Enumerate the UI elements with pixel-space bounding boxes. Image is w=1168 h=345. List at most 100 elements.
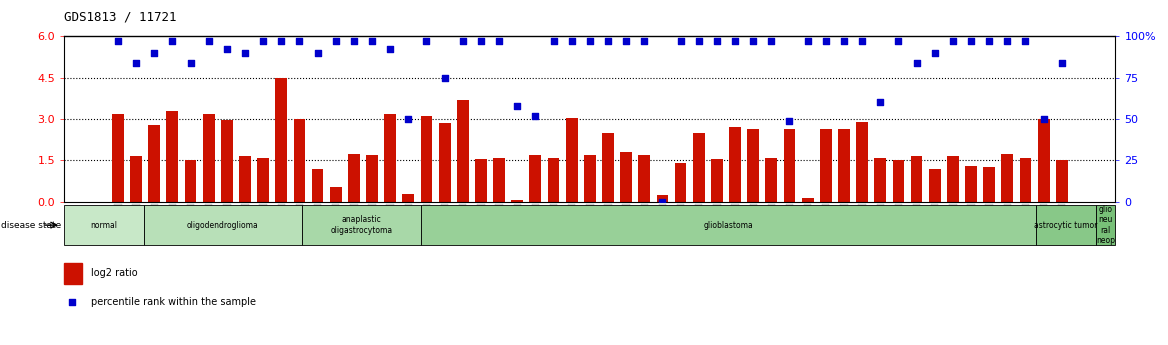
Bar — [167, 111, 179, 202]
Bar — [512, 200, 523, 202]
Bar — [420, 116, 432, 202]
Point — [472, 38, 491, 44]
Point — [762, 38, 780, 44]
FancyBboxPatch shape — [1036, 205, 1096, 245]
Bar — [892, 160, 904, 202]
Bar — [1037, 119, 1050, 202]
Bar — [130, 156, 142, 202]
Point — [798, 38, 816, 44]
Bar — [983, 167, 995, 202]
Text: glioblastoma: glioblastoma — [704, 220, 753, 230]
Bar — [693, 133, 704, 202]
Point — [725, 38, 744, 44]
Point — [399, 116, 418, 122]
Bar — [656, 195, 668, 202]
Point — [871, 100, 890, 105]
Point — [326, 38, 345, 44]
Bar — [839, 129, 850, 202]
Point — [1035, 116, 1054, 122]
FancyBboxPatch shape — [303, 205, 422, 245]
Point — [835, 38, 854, 44]
Point — [599, 38, 618, 44]
Bar — [293, 119, 305, 202]
Bar — [312, 169, 324, 202]
Point — [417, 38, 436, 44]
Bar — [639, 155, 651, 202]
Point — [908, 60, 926, 66]
Point — [381, 47, 399, 52]
Text: glio
neu
ral
neop: glio neu ral neop — [1096, 205, 1115, 245]
Bar — [221, 120, 232, 202]
Point — [145, 50, 164, 56]
Bar — [475, 159, 487, 202]
Point — [744, 38, 763, 44]
Bar — [64, 263, 82, 284]
Bar — [203, 114, 215, 202]
Bar — [801, 198, 814, 202]
Text: disease state: disease state — [1, 220, 62, 230]
Bar — [403, 194, 415, 202]
Point — [363, 38, 382, 44]
Point — [1052, 60, 1071, 66]
Bar — [748, 129, 759, 202]
FancyBboxPatch shape — [1096, 205, 1115, 245]
Text: astrocytic tumor: astrocytic tumor — [1034, 220, 1098, 230]
Bar — [239, 156, 251, 202]
Bar — [675, 163, 687, 202]
Bar — [439, 123, 451, 202]
Point — [653, 199, 672, 205]
Point — [708, 38, 726, 44]
Bar — [1020, 158, 1031, 202]
Text: anaplastic
oligastrocytoma: anaplastic oligastrocytoma — [331, 215, 392, 235]
Point — [580, 38, 599, 44]
Point — [164, 38, 182, 44]
Bar — [711, 159, 723, 202]
Point — [489, 38, 508, 44]
Bar — [565, 118, 578, 202]
FancyBboxPatch shape — [144, 205, 303, 245]
Point — [308, 50, 327, 56]
FancyBboxPatch shape — [422, 205, 1036, 245]
Text: normal: normal — [90, 220, 118, 230]
Point — [508, 103, 527, 109]
Point — [200, 38, 218, 44]
Point — [961, 38, 980, 44]
Point — [672, 38, 690, 44]
Bar — [1056, 160, 1068, 202]
Point — [617, 38, 635, 44]
Text: log2 ratio: log2 ratio — [90, 268, 137, 278]
Bar — [257, 158, 269, 202]
Point — [544, 38, 563, 44]
Point — [181, 60, 200, 66]
Bar — [875, 158, 887, 202]
Point — [267, 173, 286, 179]
Bar — [1001, 154, 1013, 202]
Bar — [620, 152, 632, 202]
Point — [453, 38, 472, 44]
Bar — [148, 125, 160, 202]
Point — [997, 38, 1016, 44]
Bar — [348, 154, 360, 202]
Bar — [529, 155, 541, 202]
Text: oligodendroglioma: oligodendroglioma — [187, 220, 259, 230]
Bar — [457, 100, 468, 202]
Point — [290, 38, 308, 44]
Point — [980, 38, 999, 44]
Bar — [276, 78, 287, 202]
FancyBboxPatch shape — [64, 205, 144, 245]
Point — [816, 38, 835, 44]
Point — [562, 38, 580, 44]
Point — [689, 38, 708, 44]
Bar — [329, 187, 341, 202]
Point — [925, 50, 944, 56]
Bar — [965, 166, 976, 202]
Bar — [493, 158, 505, 202]
Bar — [929, 169, 940, 202]
Point — [635, 38, 654, 44]
Text: GDS1813 / 11721: GDS1813 / 11721 — [64, 10, 176, 23]
Text: percentile rank within the sample: percentile rank within the sample — [90, 297, 256, 307]
Bar — [548, 158, 559, 202]
Bar — [602, 133, 614, 202]
Bar — [911, 156, 923, 202]
Point — [944, 38, 962, 44]
